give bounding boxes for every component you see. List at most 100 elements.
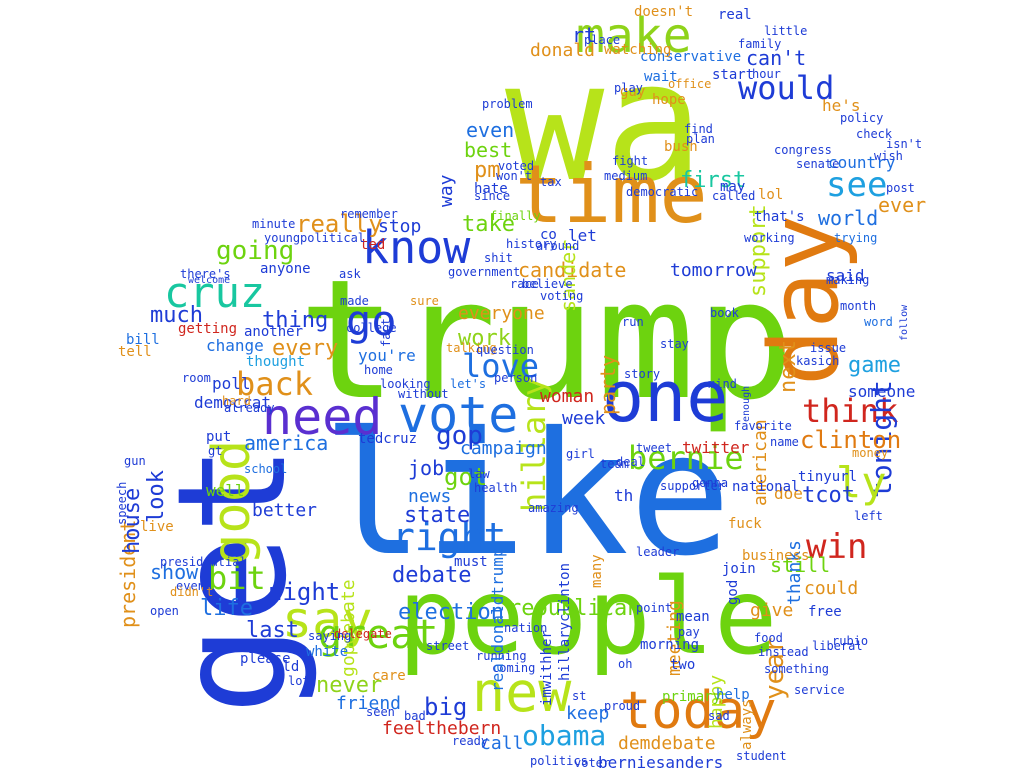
word-lot: lot xyxy=(288,674,310,688)
word-right: right xyxy=(392,515,507,559)
word-law: law xyxy=(468,467,490,481)
word-state: state xyxy=(404,503,471,528)
word-country: country xyxy=(828,153,896,172)
word-work: work xyxy=(458,326,511,351)
word-coming: coming xyxy=(492,661,536,675)
word-put: put xyxy=(206,429,232,445)
word-look: look xyxy=(144,469,169,523)
word-amazing: amazing xyxy=(528,501,579,515)
word-family: family xyxy=(738,37,782,51)
word-care: care xyxy=(372,668,406,684)
word-plan: plan xyxy=(686,132,715,146)
word-making: making xyxy=(826,273,870,287)
word-see: see xyxy=(826,165,888,205)
word-today: today xyxy=(620,681,777,741)
word-bernie: bernie xyxy=(628,439,744,477)
word-find: find xyxy=(684,122,713,136)
word-race: race xyxy=(510,277,539,291)
word-oh: oh xyxy=(618,657,633,671)
word-can-t: can't xyxy=(746,46,807,70)
word-guy: guy xyxy=(620,84,646,100)
word-white: white xyxy=(306,644,349,660)
word-gop: gop xyxy=(436,421,483,451)
word-real: real xyxy=(718,7,752,23)
word-free: free xyxy=(808,604,842,620)
word-primary: primary xyxy=(662,689,722,705)
word-old: old xyxy=(274,659,300,675)
word-anyone: anyone xyxy=(260,261,311,277)
word-sure: sure xyxy=(410,294,439,308)
word-co: co xyxy=(540,227,557,243)
word-bad: bad xyxy=(404,709,426,723)
word-mean: mean xyxy=(676,609,710,625)
word-check: check xyxy=(856,127,893,141)
word-hope: hope xyxy=(652,92,686,108)
word-run: run xyxy=(622,315,644,329)
word-person: person xyxy=(494,371,538,385)
word-believe: believe xyxy=(522,277,573,291)
word-made: made xyxy=(340,294,369,308)
word-delegate: delegate xyxy=(334,627,392,641)
word-team: team xyxy=(600,457,629,471)
word-thing: thing xyxy=(262,308,329,333)
word-problem: problem xyxy=(482,97,533,111)
word-bit: bit xyxy=(208,559,266,597)
word-doe: doe xyxy=(774,484,803,503)
word-wa: wa xyxy=(505,26,704,218)
word-back: back xyxy=(236,365,314,403)
word-two: two xyxy=(670,657,696,673)
word-th: th xyxy=(614,486,634,505)
word-watching: watching xyxy=(604,42,672,58)
word-hour: hour xyxy=(752,67,781,81)
word-never: never xyxy=(316,673,383,698)
word-post: post xyxy=(886,181,915,195)
word-cruz: cruz xyxy=(164,268,266,317)
word-need: need xyxy=(262,388,383,446)
word-minute: minute xyxy=(252,217,296,231)
word-won-t: won't xyxy=(496,169,533,183)
word-morning: morning xyxy=(640,637,700,653)
word-love: love xyxy=(462,347,540,385)
word-said: said xyxy=(826,266,865,285)
word-better: better xyxy=(252,500,318,521)
word-fuck: fuck xyxy=(728,516,762,532)
word-gun: gun xyxy=(124,454,146,468)
word-tedcruz: tedcruz xyxy=(358,431,418,447)
word-politics: politics xyxy=(530,754,588,768)
word-saying: saying xyxy=(308,629,352,643)
word-one: one xyxy=(602,356,729,438)
word-voting: voting xyxy=(540,289,584,303)
word-give: give xyxy=(750,600,794,621)
word-woman: woman xyxy=(540,386,595,407)
word-realdonaldtrump: realdonaldtrump xyxy=(488,547,507,693)
word-big: big xyxy=(424,693,468,721)
word-ask: ask xyxy=(339,267,361,281)
word-nation: nation xyxy=(504,621,548,635)
word-voted: voted xyxy=(498,159,535,173)
word-please: please xyxy=(240,651,291,667)
word-god: god xyxy=(725,579,741,606)
word-fight: fight xyxy=(612,154,649,168)
word-liberal: liberal xyxy=(812,639,863,653)
word-game: game xyxy=(848,353,901,378)
word-well: well xyxy=(206,481,245,500)
word-he-s: he's xyxy=(822,96,861,115)
word-show: show xyxy=(150,560,199,584)
word-getting: getting xyxy=(178,321,238,337)
word-party: party xyxy=(596,354,620,415)
word-called: called xyxy=(712,189,756,203)
word-that-s: that's xyxy=(754,209,805,225)
word-week: week xyxy=(562,408,606,429)
word-there-s: there's xyxy=(180,267,231,281)
word-candidate: candidate xyxy=(518,258,627,282)
word-would: would xyxy=(738,69,835,107)
word-election: election xyxy=(398,600,504,625)
word-gonna: gonna xyxy=(692,476,729,490)
word-may: may xyxy=(720,179,746,195)
word-thought: thought xyxy=(246,354,306,370)
word-open: open xyxy=(150,604,179,618)
word-people: people xyxy=(398,556,778,678)
word-st: st xyxy=(572,689,587,703)
word-democrat: democrat xyxy=(194,393,272,412)
word-trump: trump xyxy=(298,244,795,436)
